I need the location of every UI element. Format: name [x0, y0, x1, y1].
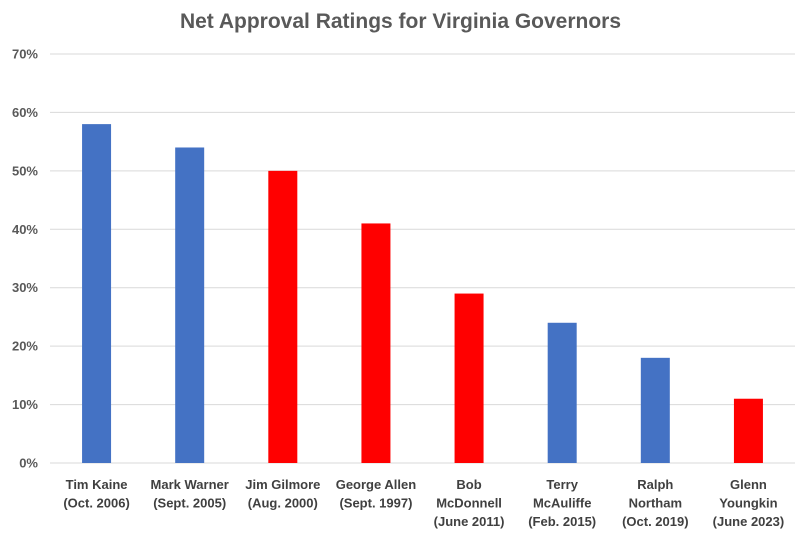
y-tick-label: 20% — [12, 339, 38, 354]
bar — [547, 322, 577, 463]
y-tick-label: 40% — [12, 222, 38, 237]
x-category-label: Ralph Northam (Oct. 2019) — [622, 477, 688, 529]
bar — [268, 170, 298, 463]
x-category-label: George Allen (Sept. 1997) — [336, 477, 416, 511]
x-category-label: Mark Warner (Sept. 2005) — [151, 477, 229, 511]
y-tick-label: 30% — [12, 280, 38, 295]
y-tick-label: 60% — [12, 105, 38, 120]
x-category-label: Bob McDonnell (June 2011) — [434, 477, 505, 529]
y-tick-label: 50% — [12, 163, 38, 178]
x-category-label: Jim Gilmore (Aug. 2000) — [245, 477, 320, 511]
bar — [454, 293, 484, 463]
y-axis-ticks: 0% 10% 20% 30% 40% 50% 60% 70% — [12, 47, 38, 471]
x-category-label: Terry McAuliffe (Feb. 2015) — [528, 477, 596, 529]
bar — [82, 124, 112, 463]
y-tick-label: 10% — [12, 397, 38, 412]
bars — [82, 124, 763, 463]
gridlines — [50, 53, 795, 464]
x-category-label: Tim Kaine (Oct. 2006) — [63, 477, 129, 511]
x-category-label: Glenn Youngkin (June 2023) — [713, 477, 785, 529]
bar — [175, 147, 205, 463]
y-tick-label: 70% — [12, 47, 38, 62]
bar — [733, 398, 763, 463]
y-tick-label: 0% — [19, 456, 38, 471]
bar — [361, 223, 391, 463]
chart-title: Net Approval Ratings for Virginia Govern… — [179, 10, 622, 33]
x-axis-labels: Tim Kaine (Oct. 2006) Mark Warner (Sept. 20… — [63, 477, 784, 529]
bar — [640, 357, 670, 463]
